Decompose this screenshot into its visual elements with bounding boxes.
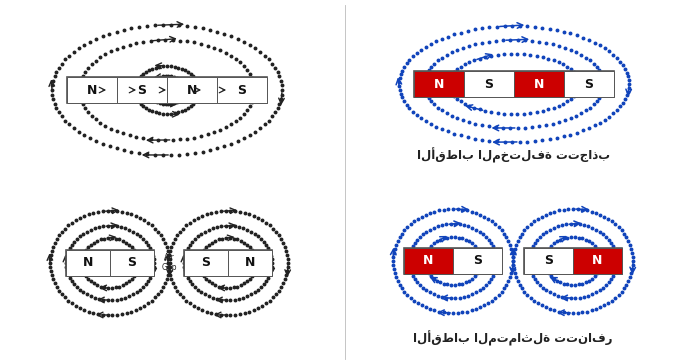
Text: S: S — [544, 254, 553, 268]
Text: N: N — [87, 83, 97, 96]
Bar — [67, 77, 267, 103]
Bar — [217, 77, 267, 103]
Text: N: N — [245, 257, 255, 269]
Bar — [167, 77, 217, 103]
Text: N: N — [83, 257, 93, 269]
Text: Air: Air — [164, 253, 174, 262]
Text: N: N — [187, 83, 197, 96]
Text: N: N — [534, 78, 545, 91]
Bar — [404, 248, 502, 274]
Text: الأقطاب المختلفة تتجاذب: الأقطاب المختلفة تتجاذب — [417, 147, 611, 163]
Text: S: S — [138, 83, 146, 96]
Text: S: S — [473, 254, 482, 268]
Bar — [67, 77, 117, 103]
Bar — [464, 71, 514, 97]
Bar — [573, 248, 622, 274]
Bar — [66, 250, 154, 276]
Text: S: S — [202, 257, 211, 269]
Text: S: S — [238, 83, 247, 96]
Bar — [66, 250, 110, 276]
Bar — [184, 250, 272, 276]
Bar — [414, 71, 614, 97]
Text: S: S — [484, 78, 493, 91]
Bar — [117, 77, 167, 103]
Text: N: N — [592, 254, 603, 268]
Text: S: S — [585, 78, 594, 91]
Text: S: S — [128, 257, 137, 269]
Bar — [453, 248, 502, 274]
Bar — [564, 71, 614, 97]
Bar — [524, 248, 573, 274]
Bar — [228, 250, 272, 276]
Bar — [404, 248, 453, 274]
Bar — [524, 248, 622, 274]
Text: N: N — [434, 78, 444, 91]
Bar — [184, 250, 228, 276]
Bar — [414, 71, 464, 97]
Text: Gap: Gap — [161, 264, 177, 273]
Bar — [514, 71, 564, 97]
Text: N: N — [424, 254, 434, 268]
Bar — [110, 250, 154, 276]
Text: الأقطاب المتماثلة تتنافر: الأقطاب المتماثلة تتنافر — [413, 330, 613, 346]
